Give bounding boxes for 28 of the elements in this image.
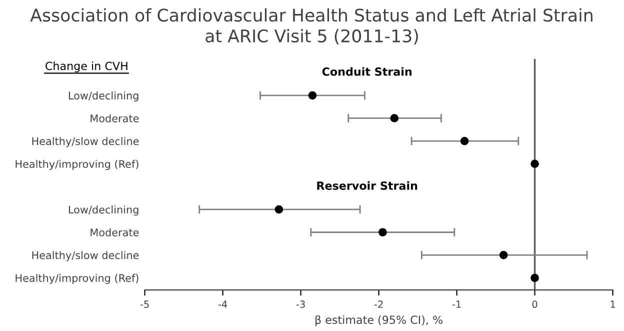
y-tick-label: Low/declining — [68, 205, 138, 216]
x-tick-label: -4 — [218, 300, 228, 308]
x-tick-label: 1 — [610, 300, 615, 308]
point — [390, 114, 399, 122]
point — [530, 274, 539, 282]
y-tick-label: Low/declining — [68, 91, 138, 102]
point — [530, 160, 539, 168]
point — [460, 136, 469, 146]
y-tick-label: Healthy/slow decline — [32, 137, 139, 148]
x-tick-label: -2 — [374, 300, 383, 308]
y-tick-label: Healthy/improving (Ref) — [16, 160, 138, 170]
point — [274, 205, 284, 214]
y-tick-label: Healthy/improving (Ref) — [16, 274, 138, 284]
y-tick-label: Moderate — [90, 228, 139, 236]
x-tick-label: -5 — [140, 300, 149, 308]
y-tick-label: Moderate — [90, 114, 139, 122]
x-axis-title: β estimate (95% CI), % — [316, 315, 442, 326]
annotation: Reservoir Strain — [317, 181, 418, 190]
point — [499, 250, 508, 260]
point — [378, 228, 387, 236]
text: Change in CVH — [46, 62, 128, 72]
x-tick-label: -3 — [296, 300, 305, 308]
annotation: Conduit Strain — [322, 67, 412, 76]
chart-title: Association of Cardiovascular Health Status and Left Atrial Strain at ARIC Visit 5 (2011-13) — [30, 8, 592, 45]
x-tick-label: -1 — [452, 300, 461, 308]
y-tick-label: Healthy/slow decline — [32, 251, 139, 262]
point — [308, 91, 317, 100]
x-tick-label: 0 — [532, 300, 538, 308]
